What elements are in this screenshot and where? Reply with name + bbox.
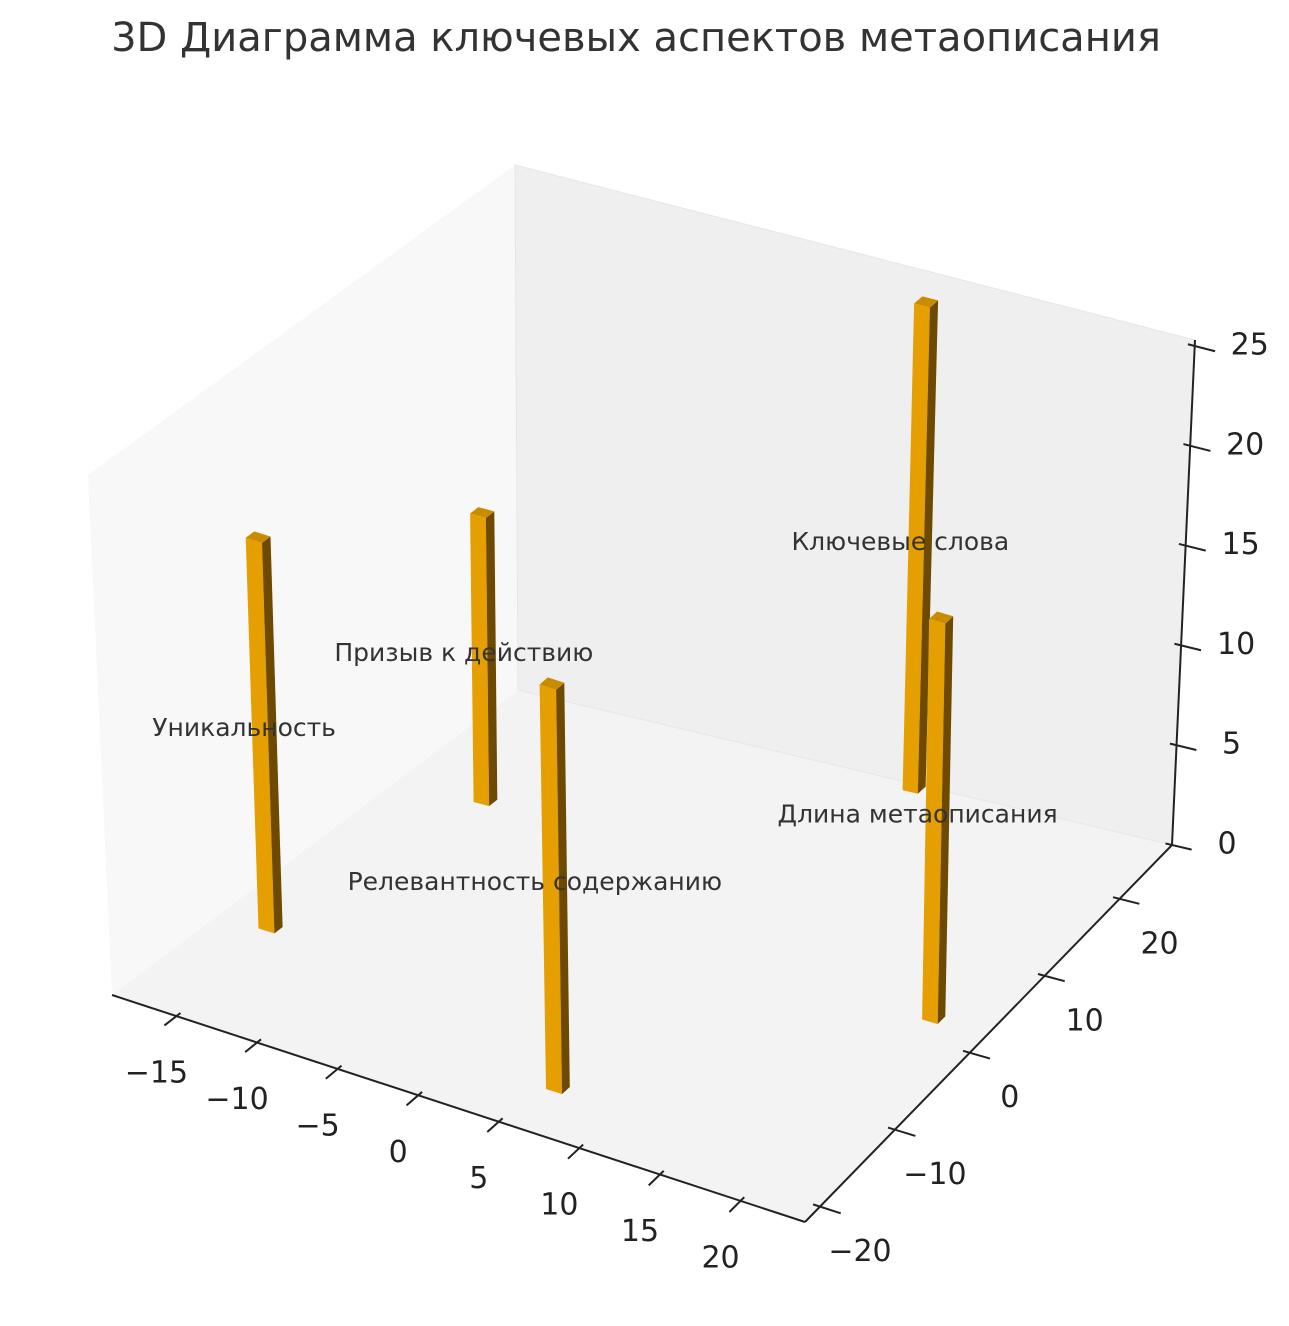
z-tick: [1178, 542, 1206, 552]
z-tick-label: 0: [1217, 827, 1236, 862]
y-tick: [1112, 896, 1140, 905]
x-tick: [728, 1196, 745, 1213]
bar: [470, 507, 498, 807]
x-tick-label: 5: [469, 1161, 488, 1196]
bar-top: [245, 531, 271, 543]
bar-front: [245, 537, 275, 934]
x-tick: [567, 1143, 584, 1160]
y-tick: [962, 1049, 991, 1060]
z-tick-label: 20: [1226, 427, 1264, 462]
bar-front: [470, 513, 490, 807]
x-tick: [405, 1091, 423, 1107]
x-tick: [163, 1012, 182, 1027]
bar: [922, 611, 954, 1024]
bar-label: Длина метаописания: [778, 799, 1058, 828]
bar-side: [485, 511, 498, 807]
x-axis: [111, 994, 806, 1223]
y-tick: [887, 1126, 916, 1137]
bar-label: Ключевые слова: [791, 527, 1009, 556]
bar: [245, 531, 283, 934]
y-tick: [1037, 973, 1065, 983]
z-tick-label: 5: [1222, 727, 1241, 762]
z-tick: [1187, 343, 1216, 353]
x-tick: [486, 1117, 504, 1133]
floor-pane: [112, 690, 1172, 1222]
bar-top: [470, 507, 495, 518]
bar-front: [902, 303, 930, 794]
x-tick: [648, 1170, 665, 1187]
x-tick-label: 15: [621, 1214, 659, 1249]
y-tick-label: −10: [903, 1157, 966, 1192]
x-tick-label: 10: [540, 1188, 578, 1223]
z-tick-label: 25: [1231, 327, 1269, 362]
y-tick-label: 0: [1000, 1080, 1019, 1115]
chart-title: 3D Диаграмма ключевых аспектов метаописа…: [111, 15, 1161, 61]
x-tick: [244, 1038, 262, 1053]
bar-label: Призыв к действию: [334, 638, 593, 667]
x-tick-label: 0: [389, 1135, 408, 1170]
y-tick: [812, 1203, 842, 1215]
x-tick-label: −10: [205, 1082, 268, 1117]
z-axis: [1171, 339, 1196, 846]
bar-top: [539, 677, 565, 690]
x-tick-label: −5: [296, 1108, 340, 1143]
bar-side: [937, 616, 954, 1024]
bar-label: Уникальность: [152, 713, 336, 742]
bar-front: [539, 684, 562, 1095]
bar-label: Релевантность содержанию: [348, 867, 722, 896]
z-tick-label: 15: [1222, 527, 1260, 562]
y-tick-label: 20: [1140, 926, 1178, 961]
bar-front: [922, 619, 946, 1024]
left-pane: [88, 165, 518, 995]
z-tick: [1165, 842, 1192, 851]
bar-side: [917, 300, 939, 794]
y-tick-label: −20: [828, 1234, 891, 1269]
bar-top: [929, 611, 954, 624]
z-tick-label: 10: [1217, 627, 1255, 662]
y-tick-label: 10: [1066, 1003, 1104, 1038]
z-tick: [1169, 742, 1197, 751]
bar-top: [914, 296, 939, 308]
z-tick: [1183, 443, 1211, 452]
bar-side: [556, 682, 570, 1095]
x-tick-label: 20: [701, 1240, 739, 1275]
bar-side: [262, 536, 283, 934]
x-tick-label: −15: [125, 1056, 188, 1091]
z-tick: [1174, 642, 1202, 652]
bar: [539, 677, 570, 1095]
y-axis: [804, 844, 1173, 1223]
x-tick: [325, 1064, 343, 1080]
bar: [902, 296, 939, 794]
